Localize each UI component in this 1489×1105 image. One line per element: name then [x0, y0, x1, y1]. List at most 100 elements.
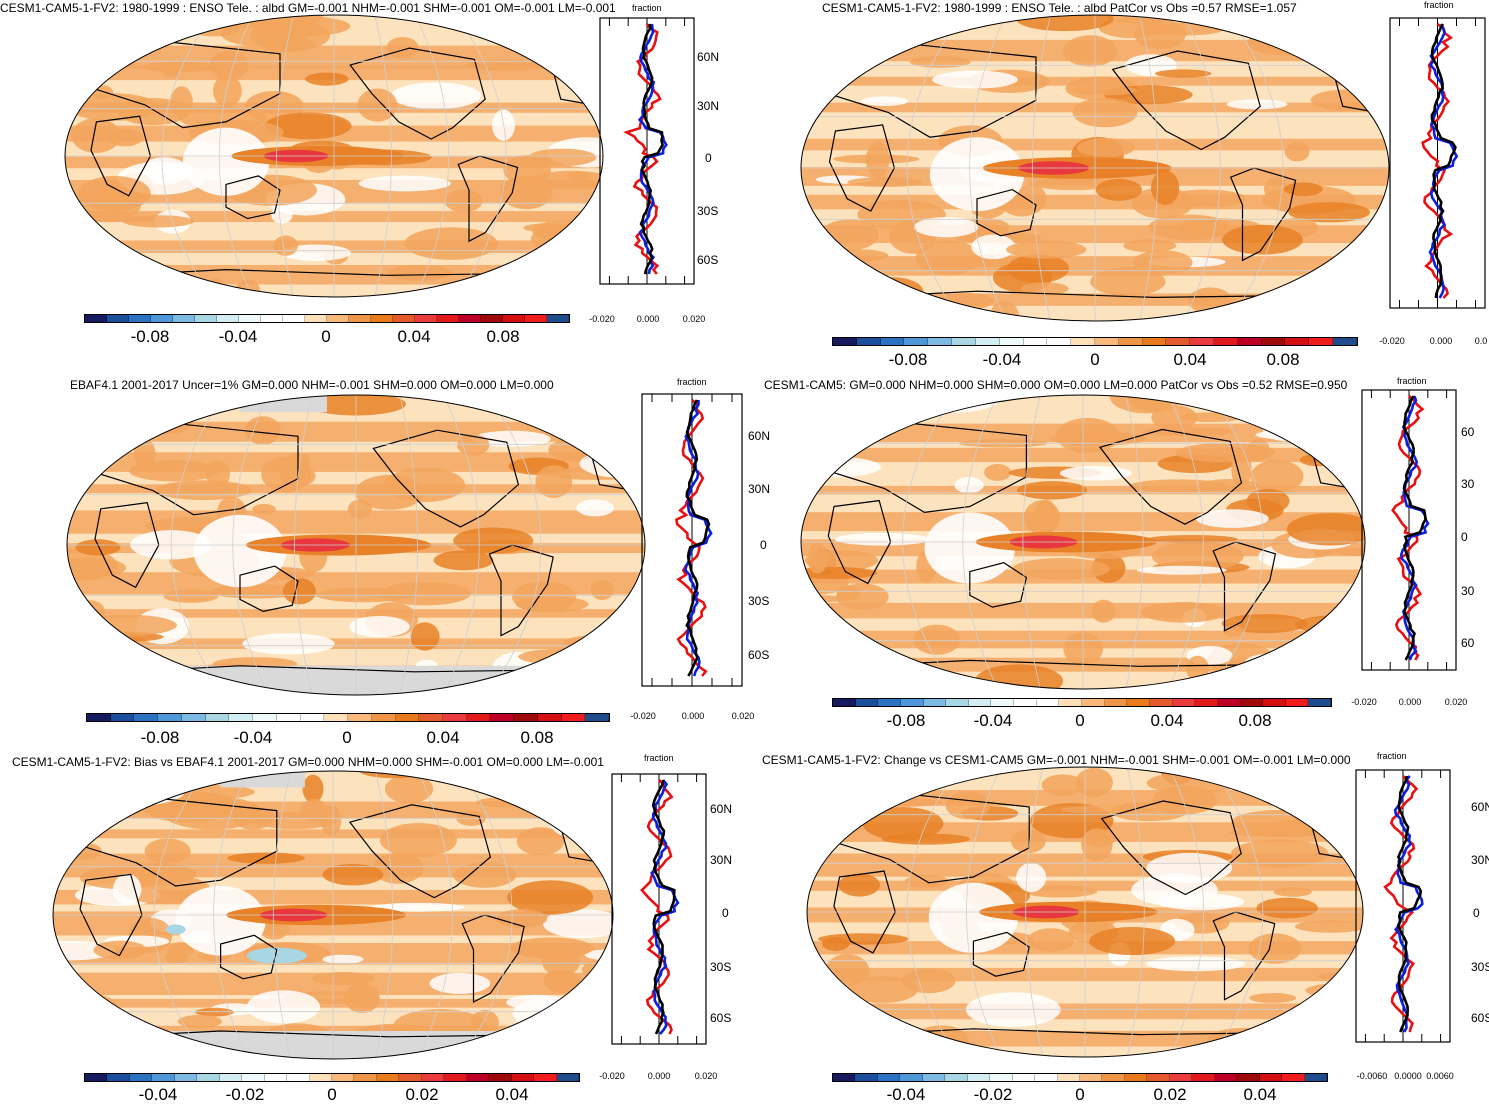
negative-anomaly	[165, 924, 186, 935]
anomaly-blob	[913, 624, 961, 655]
anomaly-blob	[195, 1007, 234, 1017]
continent-outline	[67, 665, 645, 695]
anomaly-blob	[159, 791, 237, 820]
colorbar	[84, 314, 570, 323]
longitude-gridline	[1167, 395, 1204, 689]
lat-label: 60	[1461, 425, 1475, 439]
colorbar-swatch	[952, 338, 976, 345]
world-map[interactable]	[806, 766, 1364, 1058]
colorbar-swatch	[181, 714, 206, 721]
world-map[interactable]	[800, 14, 1390, 322]
colorbar-label: 0.04	[495, 1085, 529, 1104]
anomaly-blob	[1091, 599, 1116, 623]
anomaly-blob	[453, 527, 534, 554]
anomaly-blob	[1077, 138, 1135, 158]
model-profile-line	[1399, 395, 1430, 661]
profile-title: fraction	[1377, 751, 1407, 761]
colorbar-swatch	[415, 315, 437, 322]
colorbar-swatch	[945, 1074, 968, 1081]
anomaly-blob	[53, 979, 80, 1005]
colorbar-swatch	[900, 1074, 923, 1081]
colorbar-label: 0	[342, 728, 352, 747]
colorbar-swatch	[376, 1074, 400, 1081]
anomaly-blob	[112, 873, 142, 905]
anomaly-blob	[1222, 224, 1304, 255]
zonal-mean-profile	[1361, 389, 1457, 671]
anomaly-blob	[932, 70, 1018, 89]
lat-label: 0	[705, 151, 712, 165]
colorbar-swatch	[152, 1074, 175, 1081]
colorbar-swatch	[1118, 338, 1143, 345]
continent-outline	[348, 804, 492, 899]
world-map[interactable]	[66, 394, 646, 696]
anomaly-blob	[1231, 451, 1252, 488]
continent-outline	[94, 502, 160, 589]
anomaly-blob	[181, 397, 225, 411]
continent-outline	[239, 565, 299, 613]
panel-title: CESM1-CAM5-1-FV2: Change vs CESM1-CAM5 G…	[762, 753, 1351, 767]
longitude-gridline	[1168, 767, 1204, 1057]
anomaly-blob	[71, 118, 121, 153]
colorbar-swatch	[129, 1074, 153, 1081]
anomaly-blob	[390, 82, 482, 110]
lat-label: 30	[1461, 584, 1475, 598]
anomaly-blob	[1049, 431, 1147, 446]
profile-x-label: 0.020	[1444, 697, 1468, 707]
anomaly-blob	[246, 990, 321, 1024]
anomaly-blob	[970, 767, 1009, 775]
world-map[interactable]	[64, 14, 604, 298]
longitude-gridline	[442, 395, 480, 695]
lat-label: 60N	[748, 429, 771, 443]
anomaly-blob	[1140, 601, 1227, 623]
colorbar-label: 0.04	[1243, 1085, 1277, 1104]
lat-label: 60S	[710, 1011, 732, 1025]
anomaly-blob	[312, 972, 375, 986]
anomaly-blob	[1197, 479, 1260, 492]
anomaly-blob	[1273, 887, 1312, 897]
colorbar-swatch	[1023, 338, 1048, 345]
colorbar-swatch	[466, 714, 491, 721]
colorbar-swatch	[437, 315, 459, 322]
colorbar-swatch	[1192, 1074, 1215, 1081]
anomaly-blob	[1310, 89, 1380, 111]
lat-label: 30N	[1471, 853, 1489, 867]
longitude-gridline	[966, 767, 1002, 1057]
colorbar-swatch	[1057, 1074, 1080, 1081]
zonal-mean-profile	[1389, 17, 1486, 309]
colorbar-swatch	[107, 1074, 130, 1081]
world-map[interactable]	[800, 394, 1366, 690]
anomaly-blob	[160, 60, 181, 78]
colorbar-swatch	[999, 338, 1024, 345]
profile-x-label: 0.000	[1398, 697, 1422, 707]
anomaly-blob	[244, 416, 281, 445]
anomaly-blob	[801, 395, 836, 410]
anomaly-blob	[1061, 805, 1160, 814]
anomaly-blob	[65, 265, 112, 297]
anomaly-blob	[444, 189, 483, 213]
colorbar-label: 0.08	[520, 728, 554, 747]
profile-title: fraction	[677, 377, 707, 387]
colorbar-swatch	[371, 315, 393, 322]
anomaly-blob	[1155, 69, 1212, 78]
anomaly-blob	[801, 260, 868, 269]
anomaly-blob	[1294, 920, 1363, 933]
anomaly-blob	[1146, 535, 1238, 544]
lat-label: 0	[760, 538, 767, 552]
colorbar-swatch	[537, 714, 562, 721]
colorbar-swatch	[459, 315, 481, 322]
colorbar-swatch	[928, 338, 953, 345]
anomaly-blob	[1165, 189, 1246, 208]
colorbar-swatch	[1237, 1074, 1260, 1081]
lat-label: 0	[1473, 906, 1480, 920]
profile-x-label: 0.0000	[1394, 1071, 1422, 1081]
anomaly-blob	[509, 277, 551, 297]
lat-label: 30S	[1471, 960, 1489, 974]
continent-outline	[1212, 541, 1277, 632]
colorbar-swatch	[1259, 1074, 1283, 1081]
world-map[interactable]	[52, 770, 614, 1060]
anomaly-blob	[209, 50, 249, 80]
anomaly-blob	[1283, 1037, 1321, 1057]
continent-outline	[90, 115, 152, 197]
model-profile-line	[637, 23, 668, 275]
profile-x-label: -0.0060	[1356, 1071, 1388, 1081]
